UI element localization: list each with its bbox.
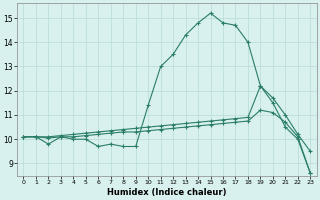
X-axis label: Humidex (Indice chaleur): Humidex (Indice chaleur) (107, 188, 227, 197)
